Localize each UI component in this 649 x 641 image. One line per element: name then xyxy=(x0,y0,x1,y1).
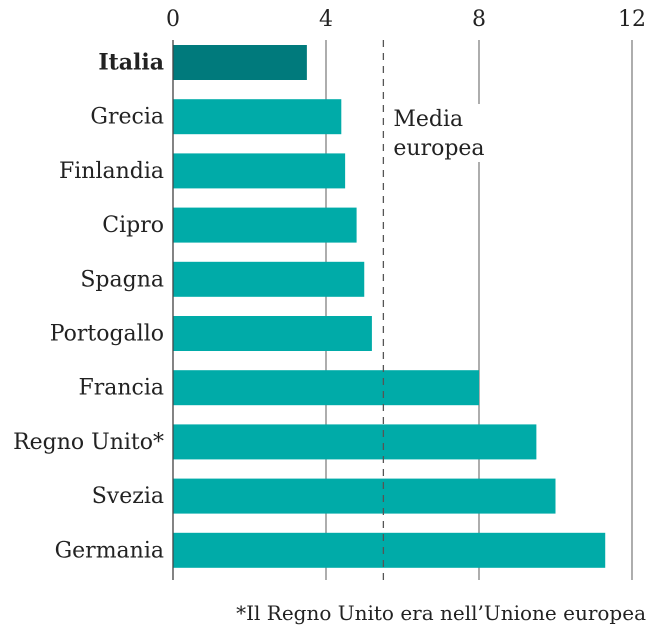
category-label-spagna: Spagna xyxy=(80,267,164,292)
bar-francia xyxy=(173,370,479,406)
bar-regno-unito xyxy=(173,424,537,460)
x-tick-label-8: 8 xyxy=(472,7,486,32)
bar-grecia xyxy=(173,99,342,135)
category-label-svezia: Svezia xyxy=(92,484,164,509)
bars xyxy=(172,40,606,580)
annotation-background xyxy=(389,104,512,162)
category-label-italia: Italia xyxy=(98,50,164,76)
media-europea-label-line2: europea xyxy=(393,136,484,161)
category-label-finlandia: Finlandia xyxy=(59,159,164,184)
footnote: *Il Regno Unito era nell’Unione europea xyxy=(236,601,646,625)
x-tick-label-12: 12 xyxy=(618,7,646,32)
x-axis-ticks: 0 4 8 12 xyxy=(166,7,646,32)
category-labels: Italia Grecia Finlandia Cipro Spagna Portogal… xyxy=(13,50,164,564)
x-tick-label-4: 4 xyxy=(319,7,333,32)
category-label-francia: Francia xyxy=(78,376,164,401)
bar-svezia xyxy=(173,478,556,514)
category-label-portogallo: Portogallo xyxy=(50,322,164,347)
bar-italia xyxy=(173,45,307,80)
category-label-germania: Germania xyxy=(55,538,164,563)
category-label-cipro: Cipro xyxy=(102,213,164,238)
media-europea-label-line1: Media xyxy=(393,107,463,132)
category-label-grecia: Grecia xyxy=(90,105,164,130)
bar-spagna xyxy=(173,261,365,297)
bar-cipro xyxy=(173,207,357,243)
bar-germania xyxy=(173,532,606,568)
category-label-regno-unito: Regno Unito* xyxy=(13,430,164,455)
x-tick-label-0: 0 xyxy=(166,7,180,32)
bar-finlandia xyxy=(173,153,346,189)
bar-portogallo xyxy=(173,316,372,351)
reference-line-group: Media europea xyxy=(382,40,512,580)
